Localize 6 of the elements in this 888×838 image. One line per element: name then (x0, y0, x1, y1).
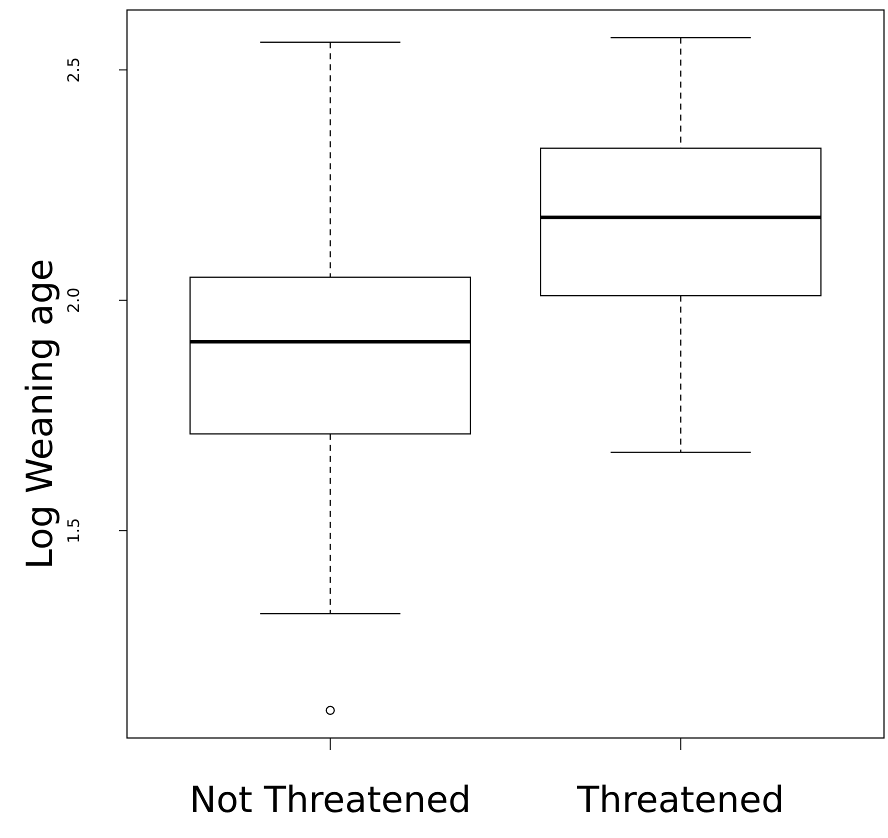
x-tick-label: Not Threatened (189, 780, 472, 821)
y-tick-label: 2.0 (64, 288, 83, 314)
x-tick-label: Threatened (576, 780, 784, 821)
y-tick-label: 2.5 (64, 57, 83, 83)
y-axis-title: Log Weaning age (20, 258, 61, 570)
y-tick-label: 1.5 (64, 518, 83, 544)
